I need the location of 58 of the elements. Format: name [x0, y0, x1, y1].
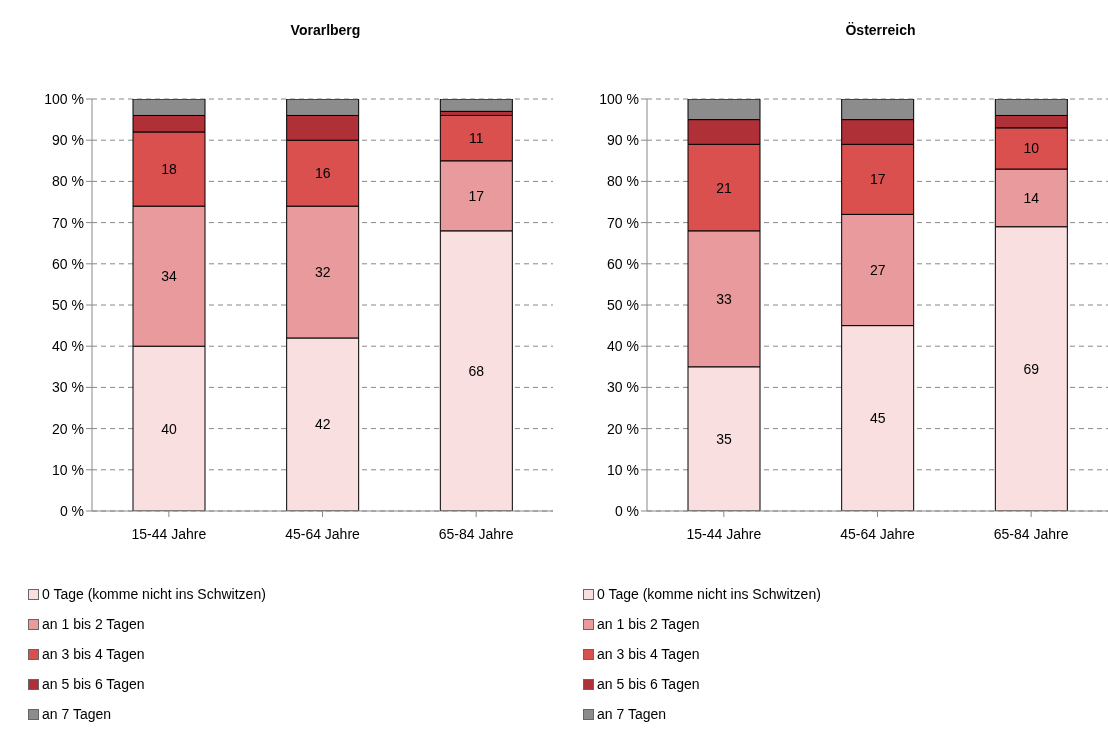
y-tick-label: 100 %: [599, 90, 639, 107]
legend-label: an 1 bis 2 Tagen: [597, 616, 700, 632]
y-tick-label: 0 %: [59, 502, 84, 519]
data-label: 68: [468, 362, 485, 379]
y-tick-label: 60 %: [607, 255, 639, 272]
data-label: 33: [716, 290, 732, 307]
data-label: 16: [314, 165, 331, 182]
chart-title: Vorarlberg: [289, 21, 362, 40]
data-label: 34: [161, 268, 177, 285]
y-tick-label: 20 %: [52, 420, 84, 437]
y-tick-label: 40 %: [607, 338, 639, 355]
y-tick-label: 30 %: [607, 379, 639, 396]
legend-label: 0 Tage (komme nicht ins Schwitzen): [42, 586, 266, 602]
y-tick-label: 100 %: [44, 90, 84, 107]
x-tick-label: 15-44 Jahre: [686, 525, 762, 542]
y-tick-label: 70 %: [607, 214, 639, 231]
data-label: 17: [468, 187, 485, 204]
data-label: 35: [716, 430, 732, 447]
y-tick-label: 50 %: [607, 296, 639, 313]
x-tick-label: 45-64 Jahre: [285, 525, 361, 542]
data-label: 27: [869, 261, 886, 278]
legend-label: an 5 bis 6 Tagen: [42, 676, 145, 692]
y-tick-label: 10 %: [607, 461, 639, 478]
y-tick-label: 20 %: [607, 420, 639, 437]
y-tick-label: 80 %: [52, 173, 84, 190]
x-tick-label: 65-84 Jahre: [993, 525, 1069, 542]
legend-label: an 3 bis 4 Tagen: [42, 646, 145, 662]
y-tick-label: 40 %: [52, 338, 84, 355]
y-tick-label: 70 %: [52, 214, 84, 231]
legend-label: an 7 Tagen: [597, 706, 667, 722]
y-tick-label: 90 %: [52, 132, 84, 149]
data-label: 21: [716, 179, 732, 196]
legend-label: an 3 bis 4 Tagen: [597, 646, 700, 662]
data-label: 11: [469, 130, 484, 147]
legend-label: an 5 bis 6 Tagen: [597, 676, 700, 692]
data-label: 42: [314, 416, 331, 433]
data-label: 69: [1023, 360, 1040, 377]
legend-label: an 1 bis 2 Tagen: [42, 616, 145, 632]
data-label: 32: [314, 264, 331, 281]
data-label: 45: [869, 410, 886, 427]
data-label: 14: [1023, 189, 1040, 206]
y-tick-label: 80 %: [607, 173, 639, 190]
y-tick-label: 90 %: [607, 132, 639, 149]
legend-label: 0 Tage (komme nicht ins Schwitzen): [597, 586, 821, 602]
y-tick-label: 30 %: [52, 379, 84, 396]
data-label: 17: [869, 171, 886, 188]
data-label: 10: [1023, 140, 1040, 157]
data-label: 18: [161, 161, 177, 178]
y-tick-label: 60 %: [52, 255, 84, 272]
x-tick-label: 15-44 Jahre: [131, 525, 207, 542]
y-tick-label: 50 %: [52, 296, 84, 313]
x-tick-label: 45-64 Jahre: [840, 525, 916, 542]
chart-title: Österreich: [844, 21, 917, 40]
x-tick-label: 65-84 Jahre: [438, 525, 514, 542]
y-tick-label: 10 %: [52, 461, 84, 478]
y-tick-label: 0 %: [614, 502, 639, 519]
data-label: 40: [161, 420, 177, 437]
legend-label: an 7 Tagen: [42, 706, 112, 722]
